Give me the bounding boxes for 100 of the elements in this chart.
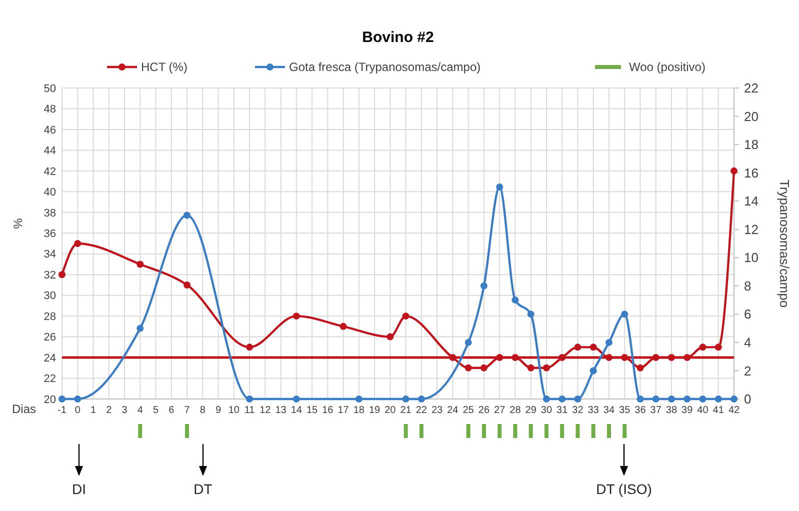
point xyxy=(355,396,362,402)
point xyxy=(136,260,144,268)
point xyxy=(292,396,300,402)
x-axis-title: Dias xyxy=(12,402,36,416)
point xyxy=(512,296,519,304)
y-tick-label: 34 xyxy=(44,248,56,261)
x-tick-label: 26 xyxy=(478,405,490,416)
y2-axis-title: Trypanosomas/campo xyxy=(777,179,792,308)
point xyxy=(730,167,738,174)
x-tick-label: 35 xyxy=(619,405,631,416)
point xyxy=(527,364,534,372)
text: DI xyxy=(72,481,86,497)
y2-tick-label: 18 xyxy=(744,137,758,152)
x-tick-label: 42 xyxy=(728,405,740,416)
x-tick-label: 0 xyxy=(74,405,81,416)
x-tick-label: 15 xyxy=(306,405,318,416)
y-tick-label: 26 xyxy=(44,332,56,344)
y-tick-label: 42 xyxy=(44,166,56,178)
point xyxy=(699,396,706,402)
point xyxy=(714,396,722,402)
x-tick-label: 30 xyxy=(540,405,552,416)
y-tick-label: 36 xyxy=(44,228,56,240)
x-tick-label: 25 xyxy=(462,405,474,416)
y2-tick-label: 12 xyxy=(744,222,758,237)
x-tick-label: 3 xyxy=(122,405,128,416)
point xyxy=(699,344,706,351)
point xyxy=(636,364,644,372)
y-tick-label: 22 xyxy=(44,373,56,386)
y-tick-label: 24 xyxy=(44,352,56,364)
point xyxy=(542,396,550,402)
point xyxy=(527,310,534,318)
x-tick-label: 1 xyxy=(90,405,96,416)
x-tick-label: 13 xyxy=(275,405,287,416)
y2-tick-label: 2 xyxy=(744,363,752,378)
x-tick-label: 9 xyxy=(216,405,222,416)
point xyxy=(714,344,722,351)
y-tick-label: 32 xyxy=(44,269,56,282)
y-tick-label: 20 xyxy=(44,394,56,406)
point xyxy=(184,281,191,288)
point xyxy=(246,344,254,351)
x-tick-label: 32 xyxy=(572,405,584,416)
point xyxy=(464,364,472,372)
y-tick-label: 48 xyxy=(44,104,56,116)
x-tick-label: 7 xyxy=(184,405,190,416)
y-tick-label: 40 xyxy=(44,186,56,199)
point xyxy=(621,310,628,318)
text: DT (ISO) xyxy=(596,481,652,497)
x-tick-label: 33 xyxy=(588,405,600,416)
y2-tick-label: 20 xyxy=(744,108,758,124)
y2-tick-label: 8 xyxy=(744,278,752,294)
point xyxy=(652,354,660,362)
x-tick-label: 12 xyxy=(260,405,272,416)
legend-label: Woo (positivo) xyxy=(629,60,706,74)
point xyxy=(542,364,550,372)
point xyxy=(684,396,691,402)
x-tick-label: 10 xyxy=(228,405,240,416)
y-tick-label: 50 xyxy=(44,82,56,95)
point xyxy=(340,322,347,330)
point xyxy=(636,396,644,402)
point xyxy=(74,396,82,402)
x-tick-label: 16 xyxy=(322,405,334,416)
x-tick-label: 6 xyxy=(168,405,175,416)
chart-title: Bovino #2 xyxy=(362,29,434,46)
point xyxy=(480,364,488,372)
point xyxy=(58,396,66,402)
x-tick-label: 18 xyxy=(353,405,365,416)
point xyxy=(480,282,488,290)
point xyxy=(652,396,660,402)
point xyxy=(386,333,394,340)
point xyxy=(605,354,612,362)
point xyxy=(402,312,410,320)
y2-tick-label: 22 xyxy=(744,80,758,96)
y2-tick-label: 16 xyxy=(744,165,758,180)
x-tick-label: 41 xyxy=(712,405,724,416)
point xyxy=(558,354,566,362)
x-tick-label: 36 xyxy=(634,405,646,416)
point xyxy=(590,344,597,351)
x-tick-label: 28 xyxy=(510,405,522,416)
x-tick-label: 4 xyxy=(137,405,144,416)
x-tick-label: 20 xyxy=(384,405,396,416)
point xyxy=(574,344,582,351)
x-tick-label: 8 xyxy=(200,405,206,416)
y-tick-label: 28 xyxy=(44,310,56,323)
x-tick-label: 17 xyxy=(338,405,350,416)
x-tick-label: 38 xyxy=(666,405,678,416)
x-tick-label: -1 xyxy=(58,405,67,416)
y2-tick-label: 14 xyxy=(744,194,758,209)
point xyxy=(184,212,191,219)
x-tick-label: 39 xyxy=(682,405,694,416)
y2-tick-label: 4 xyxy=(744,335,752,350)
x-tick-label: 19 xyxy=(368,405,381,416)
point xyxy=(621,354,628,362)
point xyxy=(136,324,144,332)
point xyxy=(74,240,82,247)
x-tick-label: 22 xyxy=(416,405,428,416)
y-tick-label: 38 xyxy=(44,207,56,220)
point xyxy=(684,354,691,362)
y-tick-label: 30 xyxy=(44,290,56,302)
x-tick-label: 24 xyxy=(447,405,459,416)
x-tick-label: 40 xyxy=(697,405,709,416)
